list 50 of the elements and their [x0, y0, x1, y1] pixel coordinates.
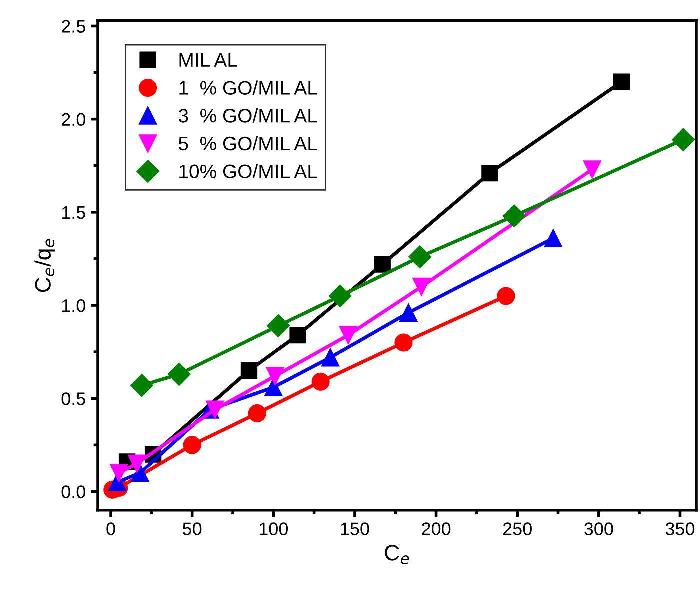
point	[131, 464, 150, 482]
y-tick-label: 1.5	[62, 206, 86, 220]
point	[482, 165, 498, 182]
point	[408, 246, 432, 269]
point	[497, 287, 516, 306]
y-axis-title: C$_{e}$/q$_{e}$	[34, 239, 56, 292]
point	[267, 314, 290, 338]
point	[128, 454, 146, 473]
point	[206, 400, 224, 419]
point	[672, 128, 695, 152]
x-tick-label: 350	[666, 522, 695, 536]
point	[130, 374, 154, 398]
y-tick-label: 1.0	[62, 299, 86, 312]
point	[266, 367, 284, 386]
point	[168, 362, 191, 386]
x-axis-title: C$_{e}$	[385, 545, 410, 564]
point	[264, 378, 283, 396]
legend-label: 10% GO/MIL AL	[180, 164, 318, 179]
x-tick-label: 100	[260, 522, 288, 536]
point	[290, 326, 306, 344]
point	[183, 436, 202, 454]
x-tick-label: 200	[422, 522, 451, 536]
y-tick-label: 0.5	[62, 392, 86, 406]
legend-label: 3 % GO/MIL AL	[178, 108, 318, 123]
point	[613, 74, 630, 90]
legend-label: MIL AL	[180, 54, 238, 67]
x-tick-label: 0	[106, 522, 116, 536]
point	[583, 160, 602, 179]
point	[339, 326, 358, 344]
x-tick-label: 250	[503, 522, 532, 536]
x-tick-label: 150	[341, 522, 370, 536]
point	[322, 348, 340, 367]
point	[394, 334, 413, 352]
y-tick-label: 0.0	[62, 486, 86, 498]
point	[248, 404, 266, 423]
point	[544, 229, 562, 248]
legend-label: 1 % GO/MIL AL	[180, 80, 318, 95]
y-tick-label: 2.5	[62, 20, 86, 33]
x-tick-label: 300	[584, 522, 614, 536]
point	[400, 304, 418, 322]
legend-label: 5 % GO/MIL AL	[178, 136, 318, 151]
point	[502, 204, 526, 228]
point	[240, 362, 258, 380]
point	[110, 464, 128, 482]
point	[312, 372, 330, 391]
point	[412, 278, 431, 296]
point	[328, 284, 352, 308]
point	[374, 256, 391, 273]
x-tick-label: 50	[183, 522, 202, 536]
y-tick-label: 2.0	[62, 113, 86, 126]
